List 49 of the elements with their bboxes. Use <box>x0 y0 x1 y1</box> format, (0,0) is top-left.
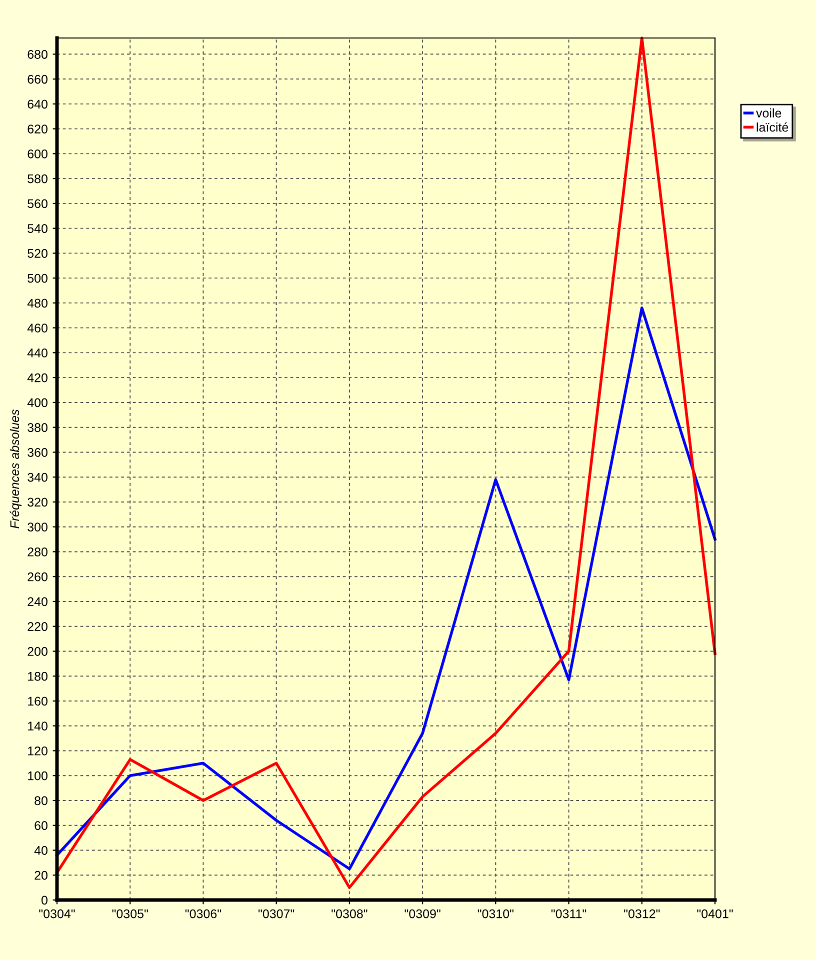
y-tick-label: 500 <box>28 274 48 283</box>
legend-label: laïcité <box>756 122 788 132</box>
x-tick-label: "0310" <box>478 909 514 918</box>
legend-label: voile <box>756 108 782 118</box>
y-axis-title: Fréquences absolues <box>10 409 22 528</box>
y-tick-label: 440 <box>27 348 48 358</box>
x-tick-label: "0306" <box>185 909 222 918</box>
y-tick-label: 40 <box>34 846 48 855</box>
y-tick-label: 540 <box>28 224 48 233</box>
y-tick-label: 420 <box>27 373 48 382</box>
y-tick-label: 320 <box>28 498 48 507</box>
x-tick-label: "0304" <box>39 909 75 918</box>
y-tick-label: 560 <box>28 199 48 208</box>
y-tick-label: 220 <box>28 622 48 631</box>
y-tick-label: 680 <box>28 50 48 59</box>
y-tick-label: 460 <box>27 324 48 332</box>
y-tick-label: 360 <box>28 448 48 457</box>
y-tick-label: 660 <box>28 74 48 84</box>
y-tick-label: 520 <box>28 248 48 258</box>
x-tick-label: "0307" <box>258 909 294 918</box>
y-tick-label: 260 <box>28 572 48 582</box>
y-tick-label: 60 <box>34 821 48 830</box>
y-tick-label: 380 <box>28 423 48 432</box>
x-tick-label: "0308" <box>332 909 368 918</box>
x-tick-label: "0401" <box>697 909 733 918</box>
y-tick-label: 160 <box>28 696 48 706</box>
y-tick-label: 400 <box>27 398 48 408</box>
y-tick-label: 20 <box>34 870 48 880</box>
y-tick-label: 200 <box>28 647 48 656</box>
line-series <box>56 306 716 870</box>
x-tick-label: "0311" <box>551 909 586 918</box>
y-tick-label: 480 <box>27 298 48 308</box>
x-tick-label: "0312" <box>624 909 660 918</box>
y-tick-label: 140 <box>28 722 48 731</box>
y-tick-label: 280 <box>28 548 48 556</box>
y-tick-label: 600 <box>28 149 48 158</box>
y-tick-label: 80 <box>34 796 48 806</box>
y-tick-label: 620 <box>28 124 48 134</box>
y-tick-label: 300 <box>28 522 48 532</box>
y-tick-label: 180 <box>28 672 48 681</box>
y-tick-label: 0 <box>42 896 48 905</box>
y-tick-label: 340 <box>28 472 48 482</box>
y-tick-label: 640 <box>28 100 48 109</box>
y-tick-label: 120 <box>28 746 48 756</box>
y-tick-label: 580 <box>28 174 48 184</box>
y-tick-label: 240 <box>28 597 48 606</box>
x-tick-label: "0309" <box>404 909 440 918</box>
y-tick-label: 100 <box>28 771 48 780</box>
x-tick-label: "0305" <box>112 909 148 918</box>
